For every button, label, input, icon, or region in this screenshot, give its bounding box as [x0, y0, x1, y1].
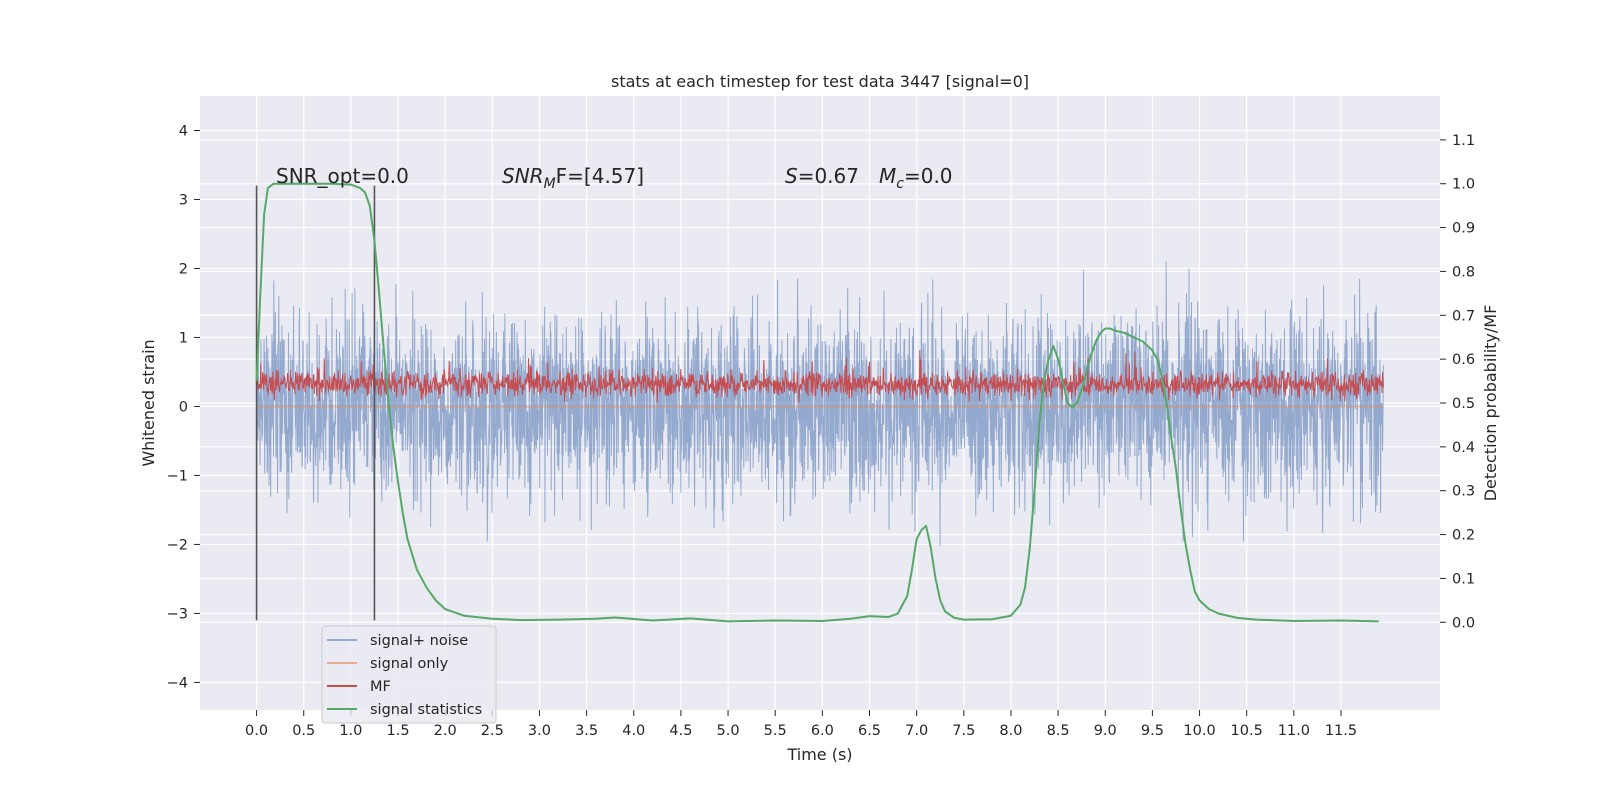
- y2-axis-label: Detection probability/MF: [1481, 305, 1500, 502]
- x-tick-label: 10.0: [1183, 723, 1215, 739]
- y-tick-label: −3: [167, 606, 188, 622]
- x-tick-label: 11.5: [1325, 723, 1357, 739]
- signal-statistics-line: [255, 182, 1379, 623]
- y2-axis-ticks: 1.1 1.0 0.9 0.8 0.7 0.6 0.5 0.4 0.3 0.2 0.1 0.0: [1440, 133, 1475, 631]
- y-tick-label: 4: [179, 123, 188, 139]
- x-tick-label: 9.0: [1094, 723, 1117, 739]
- y-tick-label: 2: [179, 261, 188, 277]
- x-tick-label: 9.5: [1141, 723, 1164, 739]
- y-tick-label: −1: [167, 468, 188, 484]
- annotation-snr-mf-suffix: F=[4.57]: [556, 164, 644, 188]
- annotation-s-prefix: S: [785, 164, 798, 188]
- y-tick-label: −2: [167, 537, 188, 553]
- annotation-s-suffix: =0.67: [798, 164, 859, 188]
- y2-tick-label: 0.7: [1452, 308, 1475, 324]
- x-tick-label: 3.5: [575, 723, 598, 739]
- annotation-mc-prefix: M: [879, 164, 896, 188]
- x-axis-label: Time (s): [786, 745, 852, 764]
- y-tick-label: 0: [179, 399, 188, 415]
- grid: [200, 96, 1440, 710]
- y2-tick-label: 0.9: [1452, 221, 1475, 237]
- legend-box: [321, 625, 497, 724]
- x-tick-label: 7.0: [905, 723, 928, 739]
- x-tick-label: 8.5: [1047, 723, 1070, 739]
- mf-line: [256, 349, 1384, 403]
- x-tick-label: 6.0: [811, 723, 834, 739]
- x-tick-label: 11.0: [1278, 723, 1310, 739]
- y2-tick-label: 1.1: [1452, 133, 1475, 149]
- y2-tick-label: 0.0: [1452, 615, 1475, 631]
- x-tick-label: 6.5: [858, 723, 881, 739]
- chart-title: stats at each timestep for test data 344…: [611, 72, 1029, 91]
- annotation-s-stat: S=0.67: [785, 164, 859, 188]
- x-tick-label: 5.0: [717, 723, 740, 739]
- y2-tick-label: 0.2: [1452, 528, 1475, 544]
- y-axis-label: Whitened strain: [139, 339, 158, 466]
- x-tick-label: 4.0: [622, 723, 645, 739]
- x-tick-label: 2.5: [481, 723, 504, 739]
- x-tick-label: 3.0: [528, 723, 551, 739]
- annotation-mc: Mc=0.0: [879, 164, 953, 192]
- x-tick-label: 4.5: [669, 723, 692, 739]
- legend-label-signal-plus-noise: signal+ noise: [370, 633, 468, 649]
- x-tick-label: 10.5: [1231, 723, 1263, 739]
- y2-tick-label: 0.1: [1452, 571, 1475, 587]
- x-tick-label: 2.0: [434, 723, 457, 739]
- annotation-snr-mf-prefix: SNR: [502, 164, 544, 188]
- x-tick-label: 8.0: [999, 723, 1022, 739]
- y2-tick-label: 0.3: [1452, 484, 1475, 500]
- legend-label-signal-only: signal only: [370, 656, 449, 672]
- legend-label-signal-statistics: signal statistics: [370, 702, 482, 718]
- y-tick-label: 3: [179, 192, 188, 208]
- x-tick-label: 0.0: [245, 723, 268, 739]
- x-tick-label: 7.5: [952, 723, 975, 739]
- annotation-mc-suffix: =0.0: [904, 164, 953, 188]
- x-tick-label: 5.5: [764, 723, 787, 739]
- series-signal-statistics: [255, 182, 1379, 623]
- x-tick-label: 1.5: [386, 723, 409, 739]
- y2-tick-label: 0.6: [1452, 352, 1475, 368]
- signal-plus-noise-line: [256, 260, 1384, 547]
- y2-tick-label: 0.4: [1452, 440, 1475, 456]
- x-axis-ticks: 0.0 0.5 1.0 1.5 2.0 2.5 3.0 3.5 4.0 4.5 5.0 5.5 6.0 6…: [245, 710, 1357, 739]
- annotation-snr-mf-sub: M: [544, 176, 556, 192]
- annotation-mc-sub: c: [896, 176, 904, 192]
- annotation-snr-mf: SNRMF=[4.57]: [502, 164, 644, 192]
- x-tick-label: 0.5: [292, 723, 315, 739]
- annotation-snr-opt: SNR_opt=0.0: [276, 164, 409, 188]
- series-mf: [256, 349, 1384, 403]
- legend-label-mf: MF: [370, 679, 391, 695]
- y-tick-label: 1: [179, 330, 188, 346]
- y2-tick-label: 0.5: [1452, 396, 1475, 412]
- x-tick-label: 1.0: [339, 723, 362, 739]
- y2-tick-label: 0.8: [1452, 264, 1475, 280]
- y2-tick-label: 1.0: [1452, 177, 1475, 193]
- y-axis-ticks: 4 3 2 1 0 −1 −2 −3 −4: [167, 123, 200, 691]
- series-signal-plus-noise: [256, 260, 1384, 547]
- y-tick-label: −4: [167, 675, 188, 691]
- vertical-markers: [255, 185, 376, 621]
- legend: signal+ noise signal only MF signal stat…: [321, 625, 497, 724]
